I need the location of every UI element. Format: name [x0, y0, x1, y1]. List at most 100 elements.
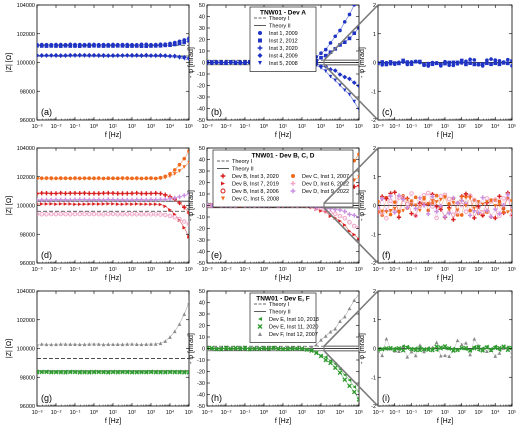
data-point: [400, 197, 406, 202]
data-point: [101, 177, 106, 181]
data-point: [77, 197, 82, 202]
zoom-connector-row-3: [323, 290, 379, 407]
data-point: [405, 205, 410, 210]
y-tick-label: -10: [197, 358, 205, 364]
plot-area: [378, 190, 512, 222]
data-point: [409, 349, 414, 354]
x-tick-label: 10⁻³: [32, 267, 43, 273]
data-point: [148, 191, 154, 196]
data-point: [77, 202, 82, 207]
y-tick-label: 100000: [17, 347, 35, 353]
data-point: [153, 202, 158, 206]
data-point: [82, 202, 87, 206]
x-tick-label: 10⁰: [90, 266, 99, 273]
panel-label: (h): [211, 393, 222, 403]
data-point: [115, 342, 120, 346]
data-point: [476, 348, 481, 353]
x-tick-label: 10²: [128, 124, 136, 130]
data-point: [153, 370, 159, 375]
data-point: [82, 176, 87, 181]
x-axis-label: f [Hz]: [437, 132, 453, 139]
data-point: [96, 369, 102, 375]
data-point: [384, 215, 389, 221]
x-tick-label: 10³: [147, 124, 155, 130]
data-point: [77, 370, 83, 375]
x-tick-label: 10⁵: [185, 409, 193, 416]
data-point: [497, 203, 502, 208]
y-tick-label: 50: [199, 3, 205, 9]
y-axis-label: - φ [mrad]: [359, 333, 366, 364]
x-tick-label: 10⁻¹: [70, 267, 81, 273]
data-point: [44, 191, 49, 196]
data-point: [413, 59, 418, 64]
data-point: [37, 43, 39, 48]
data-point: [54, 176, 58, 181]
data-point: [149, 202, 153, 206]
x-tick-label: 10⁴: [336, 266, 345, 273]
legend-entry: Dev E, Inst 10, 2018: [258, 317, 319, 323]
legend-marker: [258, 31, 262, 35]
legend-label: Dev F, Inst 12, 2007: [269, 332, 318, 338]
data-point: [396, 193, 402, 198]
data-point: [106, 202, 111, 206]
y-tick-label: 2: [373, 3, 376, 9]
data-point: [430, 199, 435, 203]
data-point: [58, 44, 63, 48]
plot-area: [378, 336, 512, 359]
legend-label: Theory II: [232, 167, 254, 173]
x-tick-label: 10⁻²: [221, 267, 232, 273]
data-point: [421, 203, 427, 208]
data-point: [378, 199, 380, 204]
data-point: [63, 342, 68, 346]
data-point: [82, 54, 87, 58]
x-tick-label: 10³: [475, 124, 483, 130]
data-point: [111, 177, 115, 181]
legend-title: TNW01 - Dev A: [260, 10, 306, 17]
data-point: [506, 61, 510, 66]
data-point: [68, 202, 73, 206]
data-point: [48, 370, 54, 375]
data-point: [472, 62, 477, 67]
data-point: [44, 54, 49, 58]
data-point: [333, 34, 338, 39]
data-point: [467, 348, 473, 353]
plot-area: [37, 36, 189, 62]
panel-label: (c): [382, 107, 393, 117]
data-point: [172, 329, 177, 334]
x-tick-label: 10³: [317, 124, 325, 130]
legend-label: Theory I: [269, 16, 290, 22]
data-point: [333, 78, 338, 83]
data-point: [73, 54, 77, 59]
data-point: [167, 369, 173, 375]
x-tick-label: 10⁻²: [221, 124, 232, 130]
x-tick-label: 10⁻³: [373, 410, 384, 416]
data-point: [442, 343, 448, 349]
data-point: [347, 306, 352, 311]
legend-label: Dev C, Inst 5, 2008: [232, 197, 279, 203]
y-tick-label: 1: [373, 32, 376, 38]
zoom-connector-row-1: [323, 4, 379, 121]
data-point: [101, 44, 106, 48]
data-point: [134, 370, 140, 375]
data-point: [63, 177, 68, 181]
data-point: [177, 200, 182, 206]
y-tick-label: 0: [202, 61, 205, 67]
legend-marker: [221, 181, 225, 186]
data-point: [58, 54, 63, 59]
y-tick-label: -50: [197, 404, 205, 410]
data-point: [464, 204, 468, 208]
data-point: [134, 202, 139, 206]
data-point: [186, 370, 189, 375]
y-tick-label: -30: [197, 238, 205, 244]
data-point: [134, 44, 139, 48]
legend-entry: Dev B, Inst 7, 2019: [221, 181, 279, 188]
data-point: [186, 221, 189, 227]
data-point: [319, 338, 323, 342]
data-point: [72, 369, 78, 375]
data-point: [120, 211, 125, 217]
data-point: [342, 74, 348, 80]
x-tick-label: 10⁰: [424, 266, 433, 273]
x-tick-label: 10⁻³: [202, 124, 213, 130]
data-point: [418, 208, 422, 213]
